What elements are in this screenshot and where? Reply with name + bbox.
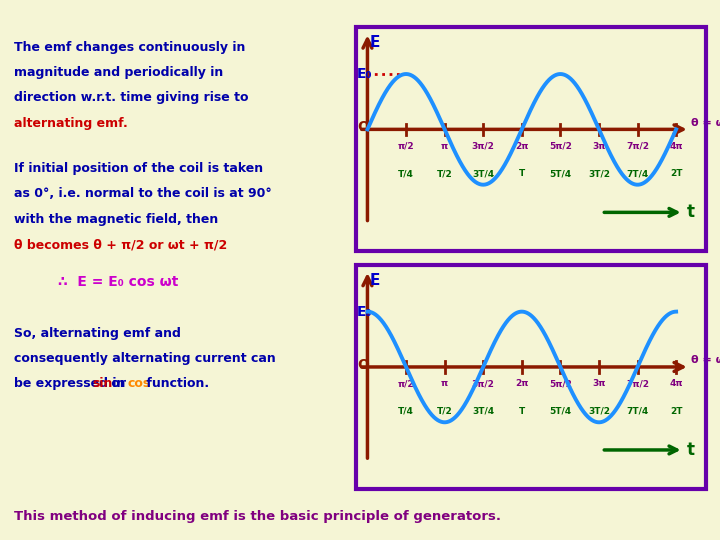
Text: E₀: E₀ [357, 67, 373, 81]
Text: 3T/2: 3T/2 [588, 169, 610, 178]
Text: 4π: 4π [670, 379, 683, 388]
Text: t: t [686, 441, 695, 459]
Text: as 0°, i.e. normal to the coil is at 90°: as 0°, i.e. normal to the coil is at 90° [14, 187, 272, 200]
Text: This method of inducing emf is the basic principle of generators.: This method of inducing emf is the basic… [14, 510, 501, 523]
Text: T/2: T/2 [437, 407, 452, 416]
Text: 2T: 2T [670, 407, 683, 416]
Text: 3π: 3π [593, 141, 606, 151]
Text: E₀: E₀ [357, 305, 373, 319]
Text: 2π: 2π [515, 379, 528, 388]
Text: sin: sin [93, 377, 113, 390]
Text: O: O [357, 358, 369, 372]
Text: T/4: T/4 [398, 169, 414, 178]
Text: π/2: π/2 [397, 379, 414, 388]
Text: O: O [357, 120, 369, 134]
Text: t: t [686, 204, 695, 221]
Text: π: π [441, 379, 448, 388]
Text: So, alternating emf and: So, alternating emf and [14, 327, 181, 340]
Text: E: E [370, 273, 380, 288]
Text: function.: function. [142, 377, 209, 390]
Text: θ = ωt: θ = ωt [691, 118, 720, 128]
Text: consequently alternating current can: consequently alternating current can [14, 352, 276, 365]
Text: 5π/2: 5π/2 [549, 379, 572, 388]
Text: or: or [107, 377, 131, 390]
Text: direction w.r.t. time giving rise to: direction w.r.t. time giving rise to [14, 91, 249, 104]
Text: 2π: 2π [515, 141, 528, 151]
Text: E: E [370, 35, 380, 50]
Text: 7T/4: 7T/4 [626, 169, 649, 178]
Text: θ becomes θ + π/2 or ωt + π/2: θ becomes θ + π/2 or ωt + π/2 [14, 238, 228, 251]
Text: be expressed in: be expressed in [14, 377, 130, 390]
Text: cos: cos [127, 377, 150, 390]
Text: T: T [518, 407, 525, 416]
Text: 2T: 2T [670, 169, 683, 178]
Text: If initial position of the coil is taken: If initial position of the coil is taken [14, 162, 264, 175]
Text: 7T/4: 7T/4 [626, 407, 649, 416]
Text: T: T [518, 169, 525, 178]
Text: 7π/2: 7π/2 [626, 379, 649, 388]
Text: 3T/2: 3T/2 [588, 407, 610, 416]
Text: with the magnetic field, then: with the magnetic field, then [14, 213, 219, 226]
Text: 3T/4: 3T/4 [472, 407, 494, 416]
Text: 3π: 3π [593, 379, 606, 388]
Text: magnitude and periodically in: magnitude and periodically in [14, 66, 224, 79]
Text: θ = ωt: θ = ωt [691, 355, 720, 366]
Text: 5π/2: 5π/2 [549, 141, 572, 151]
Text: 3T/4: 3T/4 [472, 169, 494, 178]
Text: 3π/2: 3π/2 [472, 379, 495, 388]
Text: The emf changes continuously in: The emf changes continuously in [14, 40, 246, 53]
Text: 3π/2: 3π/2 [472, 141, 495, 151]
Text: 5T/4: 5T/4 [549, 407, 572, 416]
Text: alternating emf.: alternating emf. [14, 117, 128, 130]
Text: T/2: T/2 [437, 169, 452, 178]
Text: π/2: π/2 [397, 141, 414, 151]
Text: 5T/4: 5T/4 [549, 169, 572, 178]
Text: 4π: 4π [670, 141, 683, 151]
Text: T/4: T/4 [398, 407, 414, 416]
Text: ∴  E = E₀ cos ωt: ∴ E = E₀ cos ωt [58, 275, 178, 289]
Text: π: π [441, 141, 448, 151]
Text: 7π/2: 7π/2 [626, 141, 649, 151]
